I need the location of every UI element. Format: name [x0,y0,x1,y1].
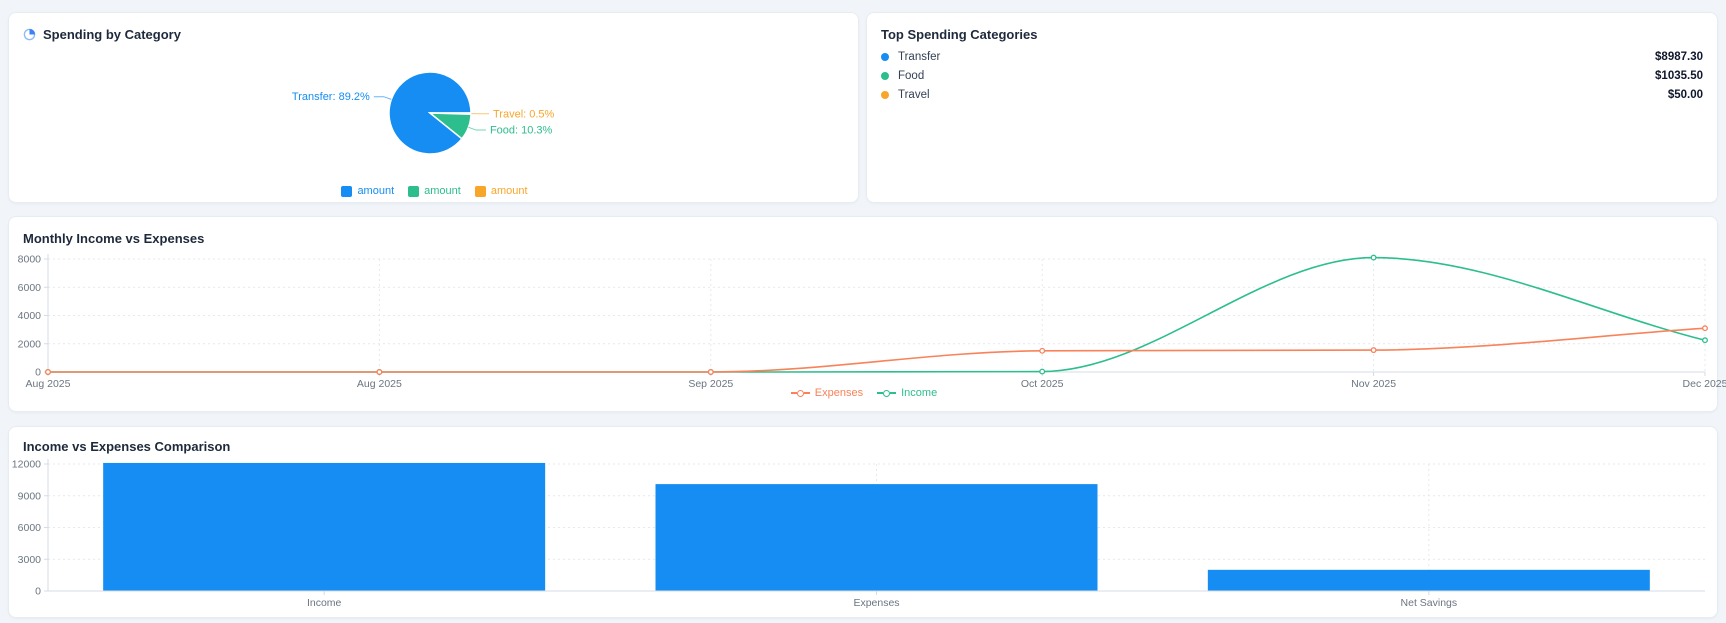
category-amount: $50.00 [1667,88,1703,101]
svg-text:8000: 8000 [18,254,42,266]
svg-text:6000: 6000 [18,522,42,534]
svg-text:Net Savings: Net Savings [1401,597,1458,609]
category-row-transfer: Transfer $8987.30 [881,47,1703,66]
svg-text:Aug 2025: Aug 2025 [357,378,402,390]
category-label: Food [898,69,925,82]
pie-legend-item-amount-1[interactable]: amount [341,185,394,197]
monthly-income-expenses-card: Monthly Income vs Expenses 0 2000 4000 6000… [8,216,1726,413]
line-chart-legend: Expenses Income [9,387,1719,399]
svg-text:12000: 12000 [12,459,41,471]
line-marker-icon [790,389,810,397]
pie-legend: amount amount amount [9,185,860,197]
category-label: Transfer [898,50,941,63]
svg-text:Nov 2025: Nov 2025 [1351,378,1396,390]
svg-text:Travel: 0.5%: Travel: 0.5% [493,108,555,120]
svg-text:4000: 4000 [18,310,42,322]
pie-legend-label: amount [424,185,461,197]
comparison-chart-title-text: Income vs Expenses Comparison [23,439,231,454]
comparison-chart-title: Income vs Expenses Comparison [23,439,230,454]
legend-swatch-amber [474,185,486,197]
svg-text:0: 0 [35,367,41,379]
legend-label-income: Income [901,387,938,399]
legend-label-expenses: Expenses [814,387,864,399]
svg-text:Oct 2025: Oct 2025 [1021,378,1064,390]
legend-item-expenses[interactable]: Expenses [790,387,864,399]
category-amount: $8987.30 [1655,50,1703,63]
top-spending-categories-card: Top Spending Categories Transfer $8987.3… [866,12,1718,203]
category-color-dot [881,52,889,61]
category-label: Travel [898,88,930,101]
monthly-chart-title: Monthly Income vs Expenses [23,231,204,246]
svg-text:Income: Income [307,597,342,609]
pie-chart-icon [23,28,36,41]
svg-text:2000: 2000 [18,338,42,350]
pie-legend-label: amount [357,185,395,197]
category-row-food: Food $1035.50 [881,66,1703,85]
monthly-chart-title-text: Monthly Income vs Expenses [23,231,205,246]
category-row-travel: Travel $50.00 [881,85,1703,104]
category-color-dot [881,71,889,80]
svg-text:9000: 9000 [18,490,42,502]
spending-card-title-text: Spending by Category [43,27,181,42]
spending-card-title: Spending by Category [23,27,181,42]
income-expenses-comparison-card: Income vs Expenses Comparison 0 3000 6000 9… [8,426,1718,618]
legend-swatch-blue [341,185,353,197]
spending-by-category-card: Spending by Category Transfer: 89.2% Trav… [8,12,859,203]
pie-legend-label: amount [490,185,528,197]
top-categories-title: Top Spending Categories [881,27,1038,42]
svg-text:Food: 10.3%: Food: 10.3% [490,125,553,137]
pie-legend-item-amount-3[interactable]: amount [474,185,528,197]
legend-item-income[interactable]: Income [877,387,937,399]
top-categories-title-text: Top Spending Categories [881,27,1038,42]
svg-text:Transfer: 89.2%: Transfer: 89.2% [292,91,370,103]
svg-text:6000: 6000 [18,282,42,294]
category-amount: $1035.50 [1655,69,1703,82]
spending-pie-chart[interactable]: Transfer: 89.2% Travel: 0.5% Food: 10.3% [9,13,860,204]
svg-text:Expenses: Expenses [853,597,899,609]
svg-text:Dec 2025: Dec 2025 [1683,378,1726,390]
svg-text:0: 0 [35,586,41,598]
comparison-bar-chart[interactable]: 0 3000 6000 9000 12000 Income Expenses Net Savi… [9,427,1719,619]
svg-text:Aug 2025: Aug 2025 [26,378,71,390]
svg-text:Sep 2025: Sep 2025 [688,378,733,390]
legend-swatch-teal [408,185,420,197]
monthly-line-chart[interactable]: 0 2000 4000 6000 8000 Aug 2025 Aug 2025 Sep 202… [9,217,1726,413]
category-color-dot [881,90,889,99]
category-list: Transfer $8987.30 Food $1035.50 Travel $… [881,47,1703,104]
line-marker-icon [877,389,897,397]
svg-text:3000: 3000 [18,554,42,566]
pie-legend-item-amount-2[interactable]: amount [408,185,461,197]
